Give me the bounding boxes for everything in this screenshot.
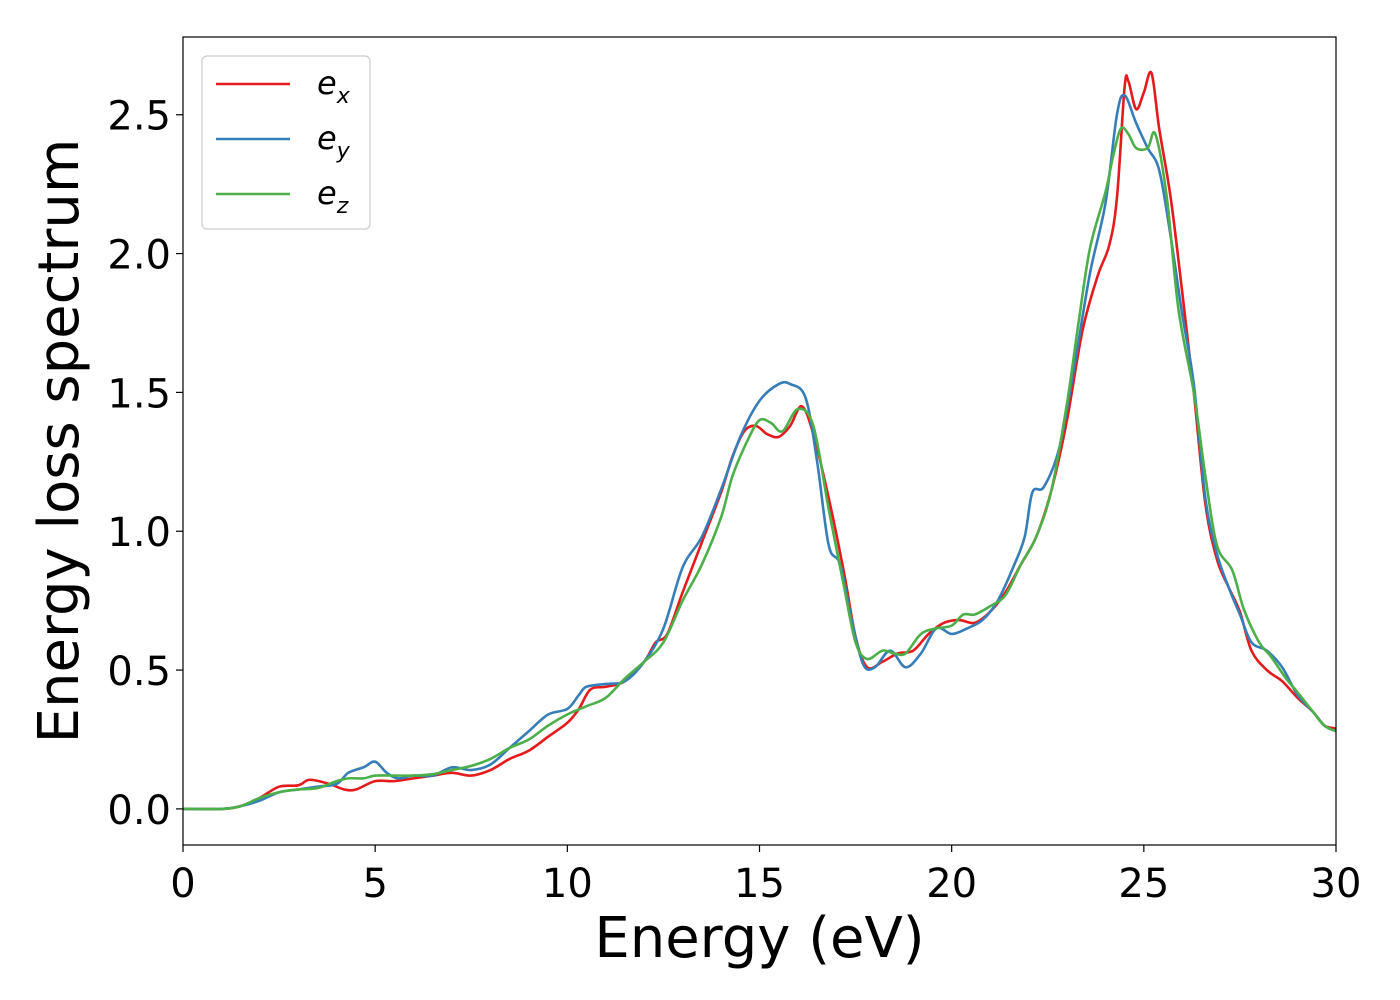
y-tick-label: 0.5 — [107, 649, 171, 695]
x-tick-label: 25 — [1118, 861, 1169, 907]
x-tick-label: 30 — [1311, 861, 1362, 907]
series-layer — [183, 70, 1336, 811]
plot-area-frame — [182, 36, 1337, 846]
x-tick-label: 15 — [734, 861, 785, 907]
y-tick-label: 0.0 — [107, 788, 171, 834]
legend-label-e-z: ez — [317, 174, 349, 219]
x-tick-label: 0 — [170, 861, 195, 907]
x-tick-label: 5 — [362, 861, 387, 907]
x-tick-label: 10 — [542, 861, 593, 907]
y-tick-label: 2.5 — [107, 94, 171, 140]
series-line-e-z — [183, 126, 1336, 811]
legend-label-e-y: ey — [317, 119, 351, 164]
y-axis-title: Energy loss spectrum — [27, 139, 92, 744]
series-line-e-x — [183, 70, 1336, 811]
legend-box — [201, 55, 371, 230]
y-tick-label: 1.0 — [107, 510, 171, 556]
ticks-layer: 0 5 10 15 20 25 30 0.0 0.5 1.0 1.5 2.0 2.5 — [107, 94, 1361, 907]
x-axis-title: Energy (eV) — [594, 906, 924, 971]
x-tick-label: 20 — [926, 861, 977, 907]
y-tick-label: 2.0 — [107, 233, 171, 279]
legend-label-e-x: ex — [317, 64, 351, 109]
legend: ex ey ez — [201, 55, 371, 230]
y-tick-label: 1.5 — [107, 371, 171, 417]
